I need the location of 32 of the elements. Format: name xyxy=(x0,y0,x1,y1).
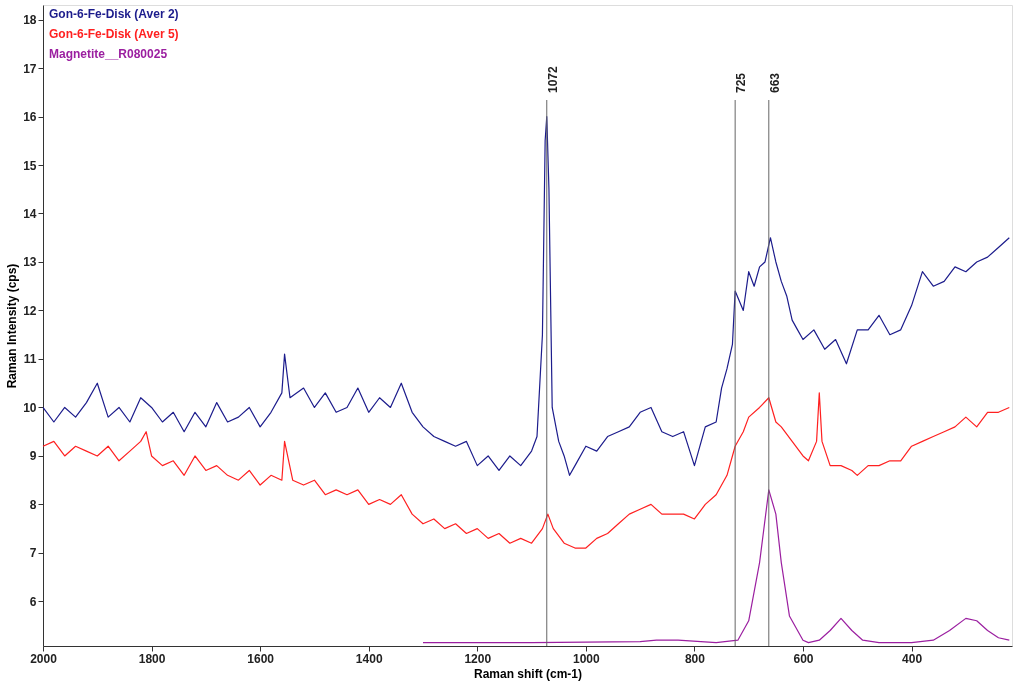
x-tick-label: 2000 xyxy=(30,651,58,666)
x-tick-label: 600 xyxy=(793,651,814,666)
y-tick-label: 7 xyxy=(29,546,37,561)
y-tick-label: 8 xyxy=(29,497,37,512)
line-series xyxy=(422,489,1010,644)
x-tick-label: 1800 xyxy=(138,651,166,666)
y-tick-label: 10 xyxy=(23,400,37,415)
x-axis-title: Raman shift (cm-1) xyxy=(473,666,583,681)
text: Gon-6-Fe-Disk (Aver 2) xyxy=(49,7,179,21)
x-tick-label: 400 xyxy=(902,651,923,666)
x-tick-label: 1600 xyxy=(247,651,275,666)
line-series xyxy=(42,392,1010,549)
y-tick-label: 15 xyxy=(23,158,37,173)
y-tick-label: 17 xyxy=(23,61,37,76)
y-tick-label: 12 xyxy=(23,303,37,318)
y-tick-label: 14 xyxy=(23,206,37,221)
y-tick-label: 13 xyxy=(23,255,37,270)
y-tick-label: 11 xyxy=(23,352,37,367)
ref-line-label: 663 xyxy=(767,72,782,93)
x-tick-label: 1400 xyxy=(355,651,383,666)
x-tick-label: 1200 xyxy=(464,651,492,666)
ref-line-label: 725 xyxy=(734,72,749,93)
ref-line-label: 1072 xyxy=(545,65,560,93)
y-tick-label: 9 xyxy=(29,449,37,464)
y-tick-label: 6 xyxy=(29,594,37,609)
y-tick-label: 16 xyxy=(23,110,37,125)
y-axis-title: Raman Intensity (cps) xyxy=(5,263,20,389)
x-tick-label: 1000 xyxy=(573,651,601,666)
text: Magnetite__R080025 xyxy=(49,47,168,61)
x-tick-label: 800 xyxy=(684,651,706,666)
y-tick-label: 18 xyxy=(23,13,37,28)
text: Gon-6-Fe-Disk (Aver 5) xyxy=(49,27,179,41)
